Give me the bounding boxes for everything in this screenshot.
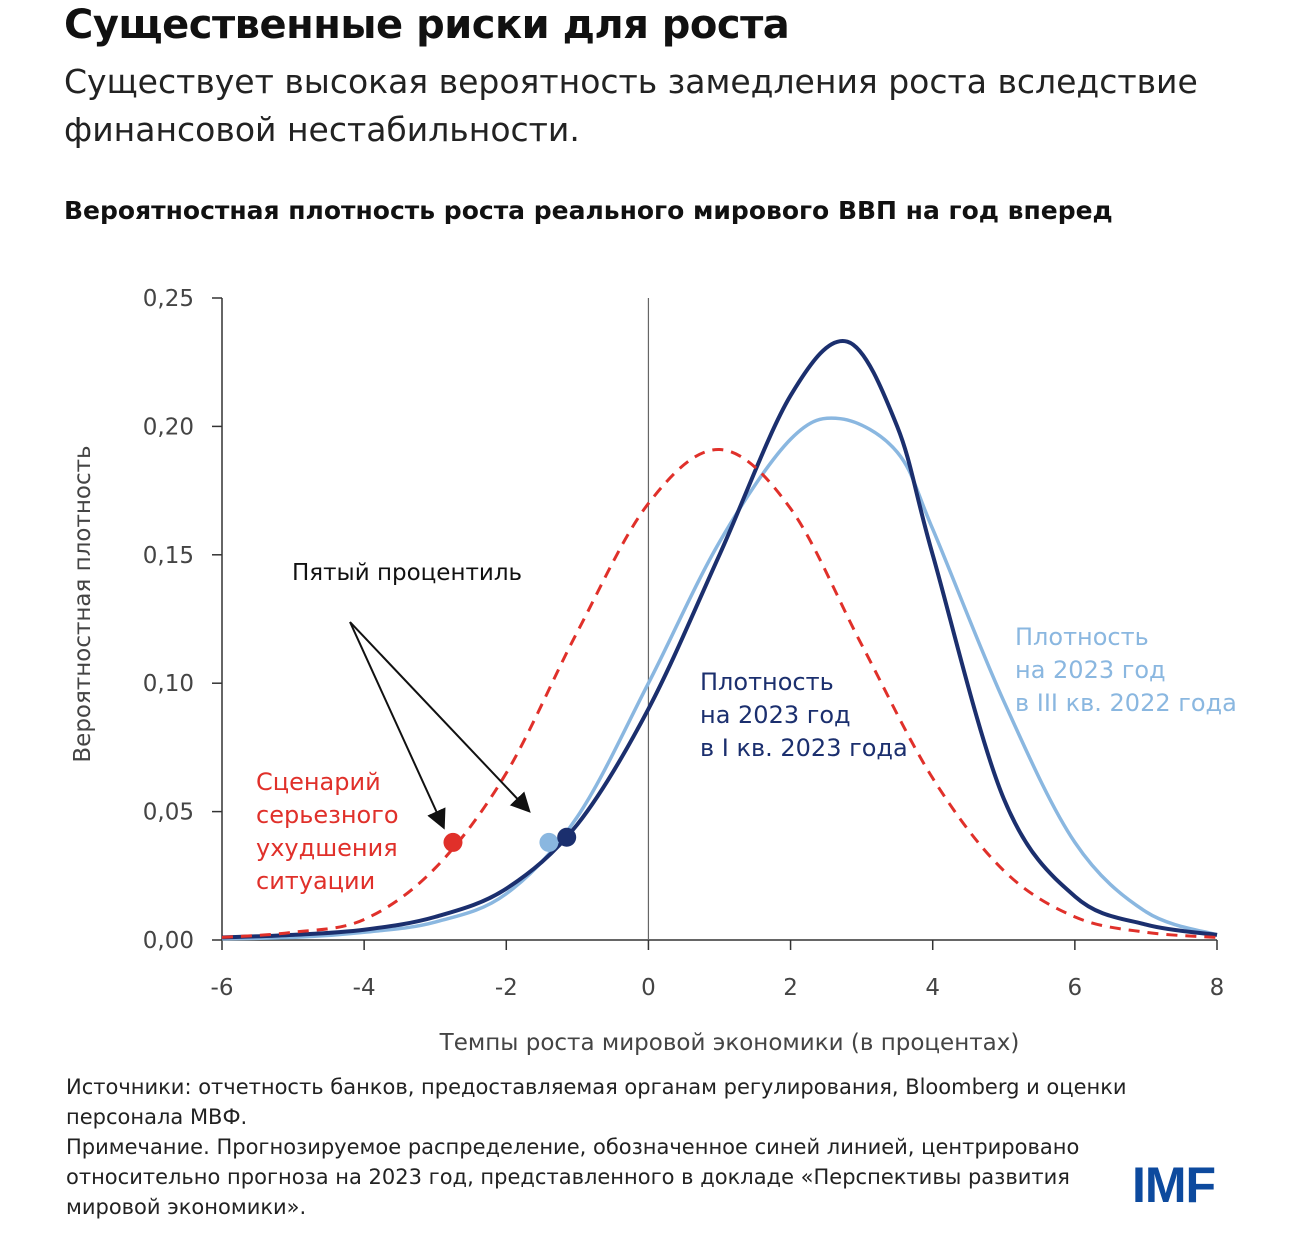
- y-tick-label: 0,00: [143, 928, 194, 954]
- note-text: Примечание. Прогнозируемое распределение…: [66, 1135, 1080, 1219]
- fifth-percentile-marker: [557, 827, 577, 847]
- y-axis-label: Вероятностная плотность: [70, 445, 96, 762]
- light-series-label: на 2023 год: [1015, 656, 1166, 684]
- series-red-dashed-line: [221, 448, 1218, 939]
- dark-series-label: Плотность: [700, 668, 834, 696]
- fifth-percentile-label: Пятый процентиль: [292, 560, 522, 586]
- x-tick-label: -2: [495, 975, 518, 1001]
- sources-text: Источники: отчетность банков, предоставл…: [66, 1075, 1127, 1129]
- page-subtitle: Существует высокая вероятность замедлени…: [64, 62, 1198, 149]
- light-series-label: Плотность: [1015, 623, 1149, 651]
- fifth-percentile-marker: [539, 832, 559, 852]
- x-axis-label: Темпы роста мировой экономики (в процент…: [439, 1030, 1020, 1056]
- footnote: Источники: отчетность банков, предоставл…: [66, 1072, 1166, 1222]
- series-light-blue-line: [221, 416, 1218, 941]
- series-dark-blue-line: [221, 338, 1218, 940]
- red-series-label: ухудшения: [256, 834, 398, 862]
- x-tick-label: 4: [925, 975, 940, 1001]
- dark-series-label: на 2023 год: [700, 701, 851, 729]
- page-title: Существенные риски для роста: [64, 2, 790, 48]
- x-tick-label: 2: [783, 975, 798, 1001]
- x-tick-label: 0: [641, 975, 656, 1001]
- arrow-to-blue-marker: [349, 621, 531, 813]
- y-tick-label: 0,05: [143, 800, 194, 826]
- red-series-label: Сценарий: [256, 768, 381, 796]
- y-tick-label: 0,20: [143, 414, 194, 440]
- x-tick-label: 6: [1068, 975, 1083, 1001]
- red-series-label: ситуации: [256, 867, 375, 895]
- dark-series-label: в I кв. 2023 года: [700, 734, 908, 762]
- arrow-to-red-marker: [349, 621, 446, 830]
- imf-logo: IMF: [1132, 1157, 1216, 1213]
- x-tick-label: -6: [211, 975, 234, 1001]
- chart-title: Вероятностная плотность роста реального …: [64, 196, 1113, 225]
- x-tick-label: -4: [353, 975, 376, 1001]
- light-series-label: в III кв. 2022 года: [1015, 689, 1237, 717]
- x-tick-label: 8: [1210, 975, 1225, 1001]
- y-tick-label: 0,25: [143, 286, 194, 312]
- red-series-label: серьезного: [256, 801, 399, 829]
- fifth-percentile-marker: [443, 832, 463, 852]
- y-tick-label: 0,10: [143, 671, 194, 697]
- y-tick-label: 0,15: [143, 543, 194, 569]
